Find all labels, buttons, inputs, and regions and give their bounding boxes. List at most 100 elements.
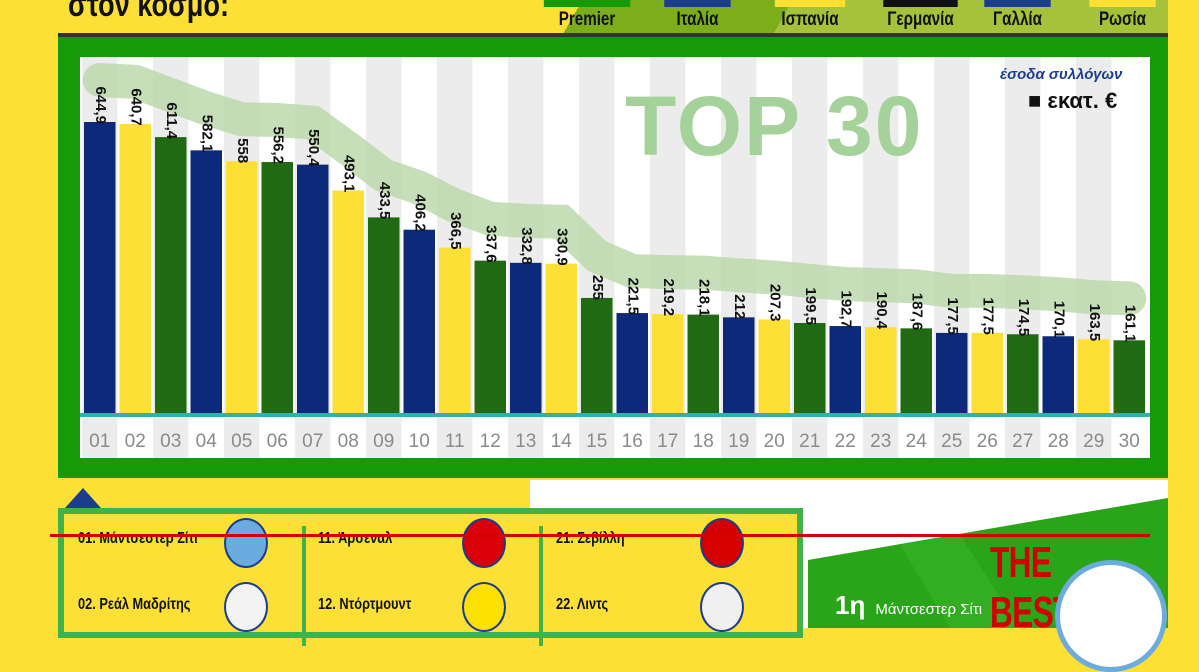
bar xyxy=(439,247,471,413)
x-tick-label: 08 xyxy=(338,431,359,452)
dortmund-logo xyxy=(462,582,506,632)
bar xyxy=(332,190,364,413)
league-tab: Ιταλία xyxy=(660,0,736,32)
club-list: 01. Μάντσεστερ Σίτι 02. Ρεάλ Μαδρίτης 11. … xyxy=(58,508,803,646)
page-title: στον κόσμο: xyxy=(68,0,230,24)
value-label: 221,5 xyxy=(624,278,641,316)
league-color-swatch xyxy=(543,0,631,7)
bar xyxy=(261,162,293,413)
x-tick-label: 05 xyxy=(231,431,252,452)
real-madrid-logo xyxy=(224,582,268,632)
x-tick-label: 11 xyxy=(445,431,465,452)
value-label: 170,1 xyxy=(1050,301,1067,339)
x-tick-label: 29 xyxy=(1083,431,1104,452)
league-label: Γαλλία xyxy=(993,9,1042,30)
bar xyxy=(865,327,897,413)
league-tab: Ρωσία xyxy=(1085,0,1161,32)
x-tick-label: 06 xyxy=(267,431,288,452)
x-tick-label: 02 xyxy=(125,431,146,452)
x-tick-label: 22 xyxy=(835,431,856,452)
league-label: Ιταλία xyxy=(676,9,719,30)
red-line xyxy=(50,534,1150,537)
value-label: 199,5 xyxy=(802,287,819,325)
value-label: 218,1 xyxy=(695,279,712,317)
value-label: 558 xyxy=(234,138,251,163)
value-label: 611,4 xyxy=(163,102,180,139)
league-label: Ρωσία xyxy=(1099,9,1146,30)
bar xyxy=(226,161,258,413)
x-tick-label: 12 xyxy=(480,431,501,452)
league-tab: Ισπανία xyxy=(770,0,850,32)
manchester-city-logo xyxy=(224,518,268,568)
bar xyxy=(403,229,435,413)
bar xyxy=(1007,334,1039,413)
winner-label: 1η Μάντσεστερ Σίτι xyxy=(835,590,982,621)
league-legend xyxy=(530,0,1168,33)
bar xyxy=(900,328,932,413)
bar xyxy=(652,314,684,413)
manchester-city-logo xyxy=(1055,560,1167,672)
club-label: 21. Σεβίλλη xyxy=(556,530,625,547)
value-label: 493,1 xyxy=(340,155,357,193)
divider xyxy=(58,33,1168,37)
x-tick-label: 18 xyxy=(693,431,714,452)
bar xyxy=(155,137,187,413)
league-label: Γερμανία xyxy=(887,9,954,30)
sevilla-logo xyxy=(700,518,744,568)
x-tick-label: 26 xyxy=(977,431,998,452)
bar xyxy=(190,150,222,414)
x-tick-label: 28 xyxy=(1048,431,1069,452)
league-tab: Γερμανία xyxy=(879,0,963,32)
bar xyxy=(581,297,613,413)
x-tick-label: 27 xyxy=(1012,431,1033,452)
value-label: 174,5 xyxy=(1015,299,1032,337)
x-tick-label: 17 xyxy=(657,431,678,452)
value-label: 644,9 xyxy=(92,86,109,124)
value-label: 406,2 xyxy=(411,194,428,232)
x-tick-label: 07 xyxy=(302,431,323,452)
bar xyxy=(616,313,648,413)
value-label: 187,6 xyxy=(908,293,925,331)
x-tick-label: 25 xyxy=(941,431,962,452)
bar xyxy=(1113,340,1145,413)
value-label: 163,5 xyxy=(1086,304,1103,342)
league-color-swatch xyxy=(1089,0,1156,7)
bar xyxy=(510,262,542,413)
bar xyxy=(119,123,151,414)
triangle-marker xyxy=(65,488,101,508)
x-tick-label: 20 xyxy=(764,431,785,452)
league-color-swatch xyxy=(984,0,1051,7)
league-color-swatch xyxy=(774,0,846,7)
x-tick-label: 01 xyxy=(89,431,110,452)
winner-name: Μάντσεστερ Σίτι xyxy=(875,601,983,618)
league-color-swatch xyxy=(883,0,958,7)
x-tick-label: 03 xyxy=(160,431,181,452)
bar xyxy=(936,332,968,413)
value-label: 255 xyxy=(589,275,606,300)
x-tick-label: 24 xyxy=(906,431,928,452)
club-label: 11. Άρσεναλ xyxy=(318,530,393,547)
bar xyxy=(687,314,719,413)
value-label: 212 xyxy=(731,294,748,319)
x-tick-label: 21 xyxy=(799,431,820,452)
x-tick-label: 19 xyxy=(728,431,749,452)
bar xyxy=(297,164,329,413)
value-label: 332,8 xyxy=(518,227,535,265)
bar-chart: 644,9 01 640,7 02 611,4 03 582,1 04 558 05 556,2 06… xyxy=(80,57,1150,458)
value-label: 550,4 xyxy=(305,129,322,167)
value-label: 192,7 xyxy=(837,291,854,329)
value-label: 556,2 xyxy=(269,126,286,164)
bar xyxy=(368,217,400,413)
value-label: 582,1 xyxy=(198,115,215,153)
value-label: 433,5 xyxy=(376,182,393,220)
arsenal-logo xyxy=(462,518,506,568)
x-tick-label: 16 xyxy=(622,431,643,452)
bar xyxy=(758,319,790,413)
legend-unit: ■ εκατ. € xyxy=(1028,88,1118,113)
bar xyxy=(723,317,755,413)
chart-plot: 644,9 01 640,7 02 611,4 03 582,1 04 558 05 556,2 06… xyxy=(80,57,1150,458)
value-label: 190,4 xyxy=(873,292,890,330)
x-tick-label: 15 xyxy=(586,431,607,452)
bar xyxy=(794,322,826,413)
x-tick-label: 10 xyxy=(409,431,430,452)
